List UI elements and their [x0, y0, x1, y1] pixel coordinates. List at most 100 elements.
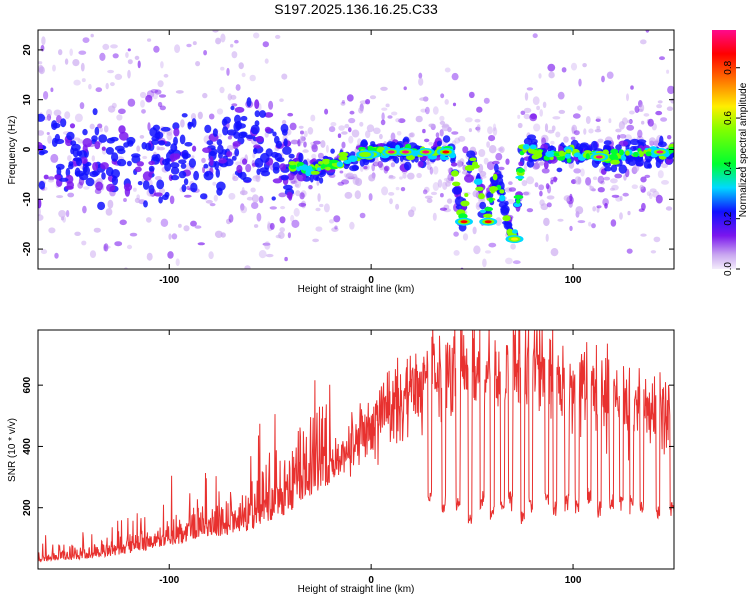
spectral-cell: [250, 124, 260, 135]
spectral-cell: [191, 155, 195, 159]
spectral-cell: [577, 105, 583, 111]
spectral-cell: [552, 116, 561, 120]
spectral-cell: [222, 126, 229, 136]
spectral-cell: [346, 94, 354, 102]
spectral-cell: [453, 231, 459, 237]
spectral-cell: [561, 67, 567, 73]
spectral-cell: [366, 124, 375, 133]
spectral-cell: [505, 158, 510, 165]
spectral-cell: [538, 184, 545, 191]
spectral-cell: [209, 156, 214, 167]
spectral-cell: [432, 212, 437, 221]
spectral-cell: [596, 205, 602, 209]
spectral-cell: [521, 180, 528, 187]
spectral-cell: [145, 142, 152, 151]
spectral-cell: [498, 201, 508, 208]
spectral-cell: [260, 170, 271, 177]
spectral-cell: [594, 129, 602, 133]
spectral-cell: [105, 147, 114, 155]
spectral-cell: [164, 191, 170, 198]
spectral-cell: [297, 139, 301, 147]
spectral-cell: [625, 157, 631, 165]
spectral-cell: [192, 145, 197, 152]
spectral-cell: [621, 117, 628, 125]
spectral-cell: [551, 125, 556, 132]
spectral-cell: [127, 59, 133, 65]
spectral-cell: [380, 119, 386, 126]
spectral-cell: [231, 103, 238, 107]
spectral-cell: [237, 12, 245, 18]
spectral-cell: [420, 108, 427, 113]
spectral-cell: [46, 109, 53, 117]
spectral-cell: [550, 248, 559, 257]
spectral-cell: [50, 153, 59, 163]
spectral-cell: [334, 225, 338, 230]
spectral-cell: [483, 213, 493, 218]
spectral-cell: [226, 67, 230, 76]
spectral-cell: [483, 97, 490, 104]
spectral-cell: [252, 175, 261, 179]
spectral-cell: [631, 184, 638, 189]
spectral-cell: [254, 120, 260, 127]
spectral-cell: [298, 202, 307, 207]
spectral-cell: [563, 136, 569, 143]
spectral-cell: [275, 234, 282, 239]
spectral-cell: [617, 134, 621, 140]
spectral-cell: [251, 202, 259, 209]
spectral-cell: [348, 127, 352, 133]
spectral-cell: [77, 139, 84, 144]
spectral-cell: [136, 145, 141, 152]
spectral-cell: [267, 221, 271, 229]
spectral-cell: [64, 58, 69, 65]
spectral-cell: [80, 62, 85, 72]
spectral-cell: [81, 296, 84, 304]
spectral-cell: [643, 113, 650, 117]
spectral-cell: [588, 184, 592, 188]
spectral-cell: [610, 153, 618, 159]
spectral-cell: [665, 158, 671, 165]
spectral-cell: [279, 98, 284, 102]
spectral-cell: [645, 151, 652, 157]
spectral-cell: [180, 163, 187, 169]
spectral-cell: [441, 123, 450, 132]
spectral-cell: [426, 198, 433, 204]
spectral-cell: [197, 111, 203, 120]
spectral-cell: [659, 56, 665, 61]
spectral-cell: [474, 118, 481, 123]
spectral-cell: [500, 206, 510, 216]
spectral-cell: [233, 121, 240, 132]
spectral-cell: [206, 140, 214, 146]
spectral-cell: [657, 141, 667, 148]
spectral-cell: [54, 252, 59, 259]
spectral-cell: [437, 179, 443, 188]
spectral-cell: [116, 114, 123, 121]
spectral-cell: [661, 180, 669, 185]
spectral-cell: [399, 176, 403, 180]
spectral-cell: [512, 229, 518, 234]
spectral-cell: [134, 166, 142, 173]
spectral-cell: [91, 155, 96, 162]
spectral-cell: [513, 194, 524, 200]
spectral-cell: [264, 58, 269, 64]
spectral-cell: [290, 214, 295, 223]
spectral-cell: [646, 191, 652, 197]
spectral-cell: [234, 106, 245, 113]
spectral-cell: [550, 179, 554, 185]
spectral-cell: [468, 91, 475, 99]
spectral-hotspot: [422, 150, 430, 154]
spectral-cell: [432, 182, 440, 191]
spectral-cell: [67, 155, 72, 162]
spectral-cell: [105, 82, 109, 90]
spectral-cell: [341, 131, 348, 135]
spectral-cell: [253, 32, 260, 39]
spectral-cell: [439, 129, 444, 137]
spectral-cell: [307, 127, 314, 135]
spectral-cell: [251, 159, 256, 168]
spectral-cell: [428, 123, 436, 128]
spectral-cell: [200, 193, 208, 200]
spectral-cell: [629, 110, 635, 115]
spectral-cell: [548, 71, 555, 79]
spectral-cell: [205, 199, 213, 204]
spectral-cell: [262, 41, 269, 48]
spectral-cell: [258, 250, 267, 259]
